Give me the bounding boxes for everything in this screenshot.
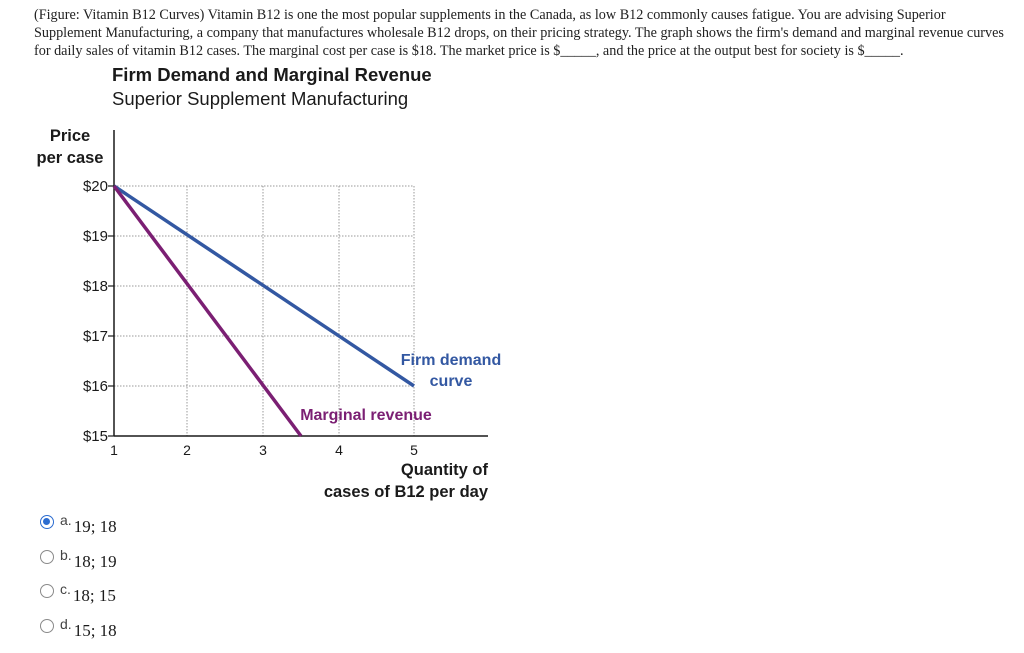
y-axis-label: Price per case	[28, 125, 112, 169]
x-axis-label: Quantity of cases of B12 per day	[290, 459, 488, 503]
y-tick-label-20: $20	[83, 178, 108, 195]
option-c-radio[interactable]	[40, 584, 54, 598]
option-a-text: 19; 18	[73, 517, 117, 536]
option-c-text: 18; 15	[72, 586, 116, 605]
option-a-radio[interactable]	[40, 515, 54, 529]
series-line-1	[112, 184, 303, 438]
option-b-letter: b.	[60, 546, 72, 563]
y-axis-label-line-2: per case	[36, 149, 104, 167]
option-b-text: 18; 19	[73, 551, 117, 571]
question-text: (Figure: Vitamin B12 Curves) Vitamin B12…	[34, 7, 1004, 59]
x-tick-label-2: 2	[183, 442, 191, 458]
option-c-letter: c.	[60, 581, 71, 597]
x-axis-label-line-1: Quantity of	[400, 461, 488, 479]
y-axis-label-line-1: Price	[49, 127, 91, 145]
series-label-0-line-0: Firm demand	[401, 352, 501, 369]
option-d-text: 15; 18	[73, 620, 117, 640]
option-a[interactable]: a. 19; 18	[40, 510, 117, 545]
answer-options: a. 19; 18 b. 18; 19 c. 18; 15 d. 15; 18	[40, 510, 117, 648]
series-label-0-line-1: curve	[430, 373, 473, 390]
option-b[interactable]: b. 18; 19	[40, 545, 117, 580]
y-tick-label-19: $19	[83, 228, 108, 245]
option-a-letter: a.	[60, 512, 72, 528]
series-line-0	[113, 184, 415, 388]
option-c[interactable]: c. 18; 15	[40, 579, 117, 614]
x-tick-label-1: 1	[110, 442, 118, 458]
x-axis-label-line-2: cases of B12 per day	[323, 483, 488, 501]
option-d-radio[interactable]	[40, 618, 54, 633]
option-d-letter: d.	[60, 615, 72, 632]
y-tick-label-17: $17	[83, 328, 108, 345]
chart-title: Firm Demand and Marginal Revenue	[112, 64, 432, 85]
x-tick-label-3: 3	[259, 442, 267, 458]
option-d[interactable]: d. 15; 18	[40, 614, 117, 649]
option-b-radio[interactable]	[40, 549, 54, 564]
chart-subtitle: Superior Supplement Manufacturing	[112, 88, 409, 109]
y-tick-label-18: $18	[83, 278, 108, 295]
series-label-1-line-0: Marginal revenue	[300, 407, 432, 424]
x-tick-label-5: 5	[410, 442, 418, 458]
y-tick-label-16: $16	[83, 378, 108, 395]
y-tick-label-15: $15	[83, 428, 108, 445]
x-tick-label-4: 4	[335, 442, 343, 458]
